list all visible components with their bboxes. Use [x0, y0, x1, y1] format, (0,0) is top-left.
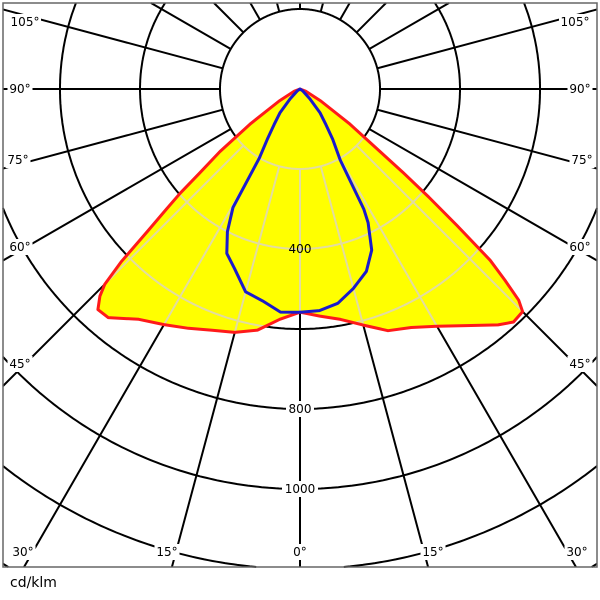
grid-ring [300, 207, 598, 410]
angle-label-bg [7, 81, 33, 97]
angle-label-bg [154, 544, 180, 560]
grid-spoke [170, 166, 281, 333]
grid-spoke [339, 157, 523, 333]
angle-label: 45° [9, 357, 30, 371]
grid-spoke [355, 144, 523, 333]
angle-label-bg [5, 152, 31, 168]
curve-fills [97, 89, 523, 333]
ring-label-bg [282, 481, 318, 497]
angle-label: 60° [9, 240, 30, 254]
angle-label-bg [420, 544, 446, 560]
grid-spoke [339, 2, 351, 21]
grid-ring [2, 356, 300, 490]
unit-label: cd/klm [10, 575, 57, 591]
angle-label: 30° [12, 545, 33, 559]
angle-label-bg [291, 544, 309, 560]
grid-spoke [377, 108, 598, 170]
grid-spoke [319, 2, 325, 12]
grid-spoke [213, 2, 245, 34]
grid-ring [2, 465, 257, 568]
angle-label: 60° [569, 240, 590, 254]
grid-spoke [2, 108, 223, 170]
intensity-curve-1 [225, 87, 374, 314]
angle-label-bg [567, 81, 593, 97]
ring-label: 800 [289, 402, 312, 416]
grid-spoke [97, 144, 245, 333]
angle-label-bg [559, 14, 591, 30]
angle-label-bg [569, 152, 595, 168]
angle-label-bg [10, 544, 36, 560]
angle-label-bg [564, 544, 590, 560]
grid-ring [343, 465, 598, 568]
angle-label: 105° [11, 15, 40, 29]
angle-label: 75° [571, 153, 592, 167]
plot-frame [2, 2, 598, 568]
angle-label: 15° [422, 545, 443, 559]
curve-fill-0 [97, 89, 523, 333]
angle-label-bg [9, 14, 41, 30]
angle-label-bg [7, 239, 33, 255]
ring-label-bg [286, 401, 314, 417]
grid-spoke [97, 157, 261, 333]
grid-spoke [150, 2, 232, 50]
grid-spoke [2, 128, 232, 262]
grid-ring [300, 356, 598, 490]
angle-label: 90° [9, 82, 30, 96]
grid-ring [300, 357, 597, 489]
angle-label: 90° [569, 82, 590, 96]
grid-spoke [355, 2, 387, 34]
axis-labels: 0° 15° 15° 30° 30° 45° 45° 60° 60° 75° 75° 90° 90° 10… [5, 14, 595, 560]
grid-ring [3, 357, 300, 489]
angle-label-bg [567, 356, 593, 372]
grid-spoke [368, 2, 450, 50]
angle-label: 0° [293, 545, 307, 559]
angle-label-bg [567, 239, 593, 255]
angle-label: 105° [561, 15, 590, 29]
grid-spoke [319, 166, 430, 333]
angle-label-bg [7, 356, 33, 372]
angle-label: 45° [569, 357, 590, 371]
angle-label: 30° [566, 545, 587, 559]
grid-spoke [275, 2, 281, 12]
curves [96, 87, 525, 334]
ring-label: 1000 [285, 482, 316, 496]
angle-label: 15° [156, 545, 177, 559]
grid-spoke [368, 128, 598, 262]
angle-label: 75° [7, 153, 28, 167]
ring-label: 400 [289, 242, 312, 256]
grid-spoke [249, 2, 261, 21]
grid-ring [2, 207, 300, 410]
